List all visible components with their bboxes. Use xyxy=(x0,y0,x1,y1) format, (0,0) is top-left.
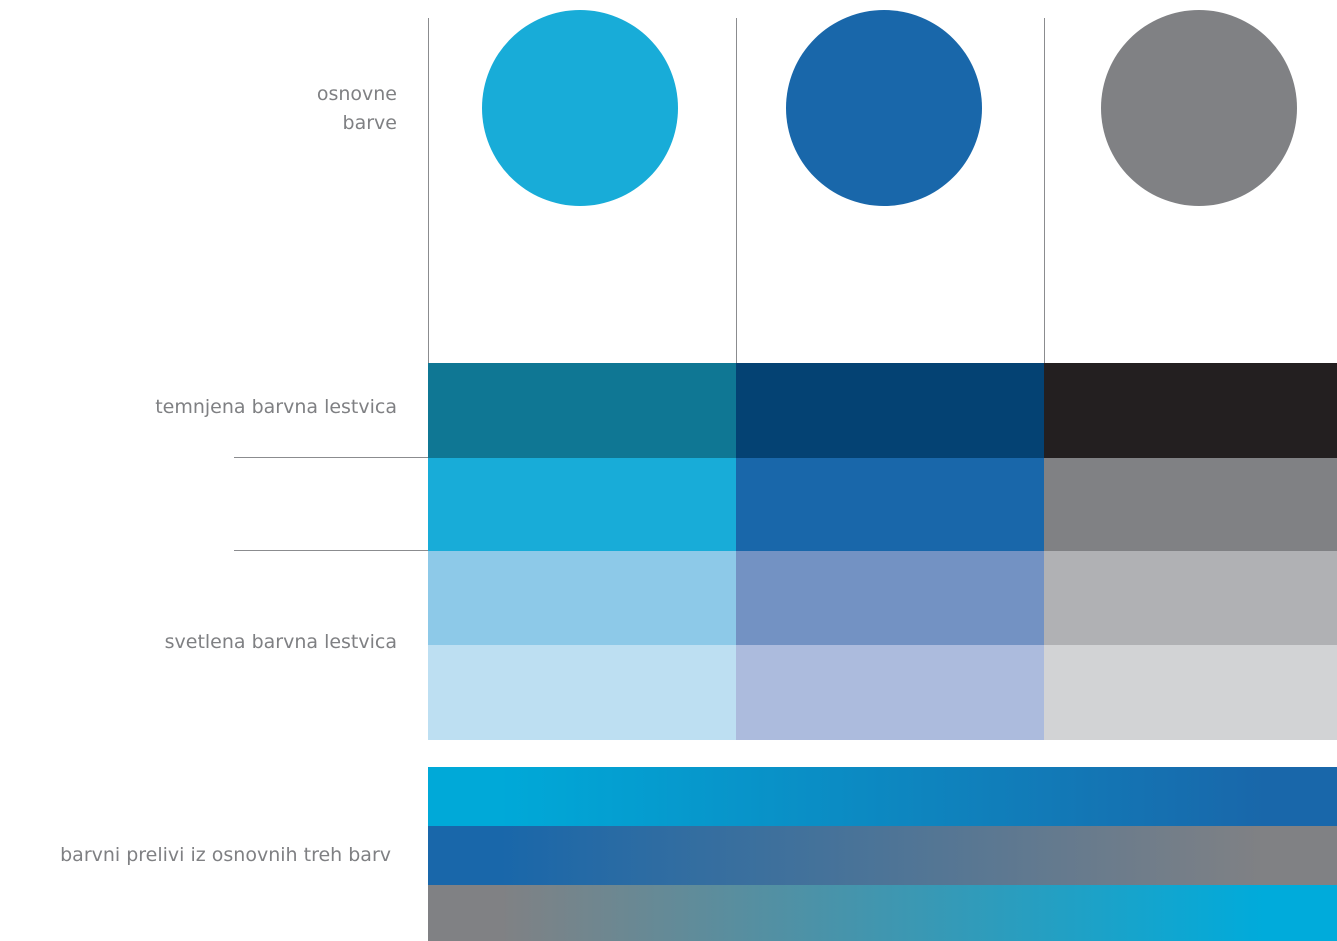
swatch-light1-gray xyxy=(1044,551,1337,645)
row-divider-2 xyxy=(234,550,428,551)
basic-color-circle-blue xyxy=(786,10,982,206)
basic-color-circle-cyan xyxy=(482,10,678,206)
swatch-light2-blue xyxy=(736,645,1044,740)
gradient-gray-to-cyan xyxy=(428,885,1337,941)
swatch-dark-blue xyxy=(736,363,1044,458)
swatch-base-gray xyxy=(1044,458,1337,551)
row-divider-1 xyxy=(234,457,428,458)
swatch-dark-gray xyxy=(1044,363,1337,458)
basic-colors-label: osnovne barve xyxy=(317,80,397,138)
dark-scale-label: temnjena barvna lestvica xyxy=(155,396,397,418)
swatch-base-blue xyxy=(736,458,1044,551)
swatch-light1-cyan xyxy=(428,551,736,645)
column-divider-2 xyxy=(736,18,737,363)
basic-color-circle-gray xyxy=(1101,10,1297,206)
gradient-cyan-to-blue xyxy=(428,767,1337,826)
swatch-light2-gray xyxy=(1044,645,1337,740)
gradients-label: barvni prelivi iz osnovnih treh barv xyxy=(60,844,391,866)
basic-colors-label-line-2: barve xyxy=(342,112,397,134)
swatch-base-cyan xyxy=(428,458,736,551)
column-divider-3 xyxy=(1044,18,1045,363)
swatch-dark-cyan xyxy=(428,363,736,458)
gradient-blue-to-gray xyxy=(428,826,1337,885)
basic-colors-label-line-1: osnovne xyxy=(316,83,397,105)
swatch-light1-blue xyxy=(736,551,1044,645)
swatch-light2-cyan xyxy=(428,645,736,740)
light-scale-label: svetlena barvna lestvica xyxy=(164,631,397,653)
